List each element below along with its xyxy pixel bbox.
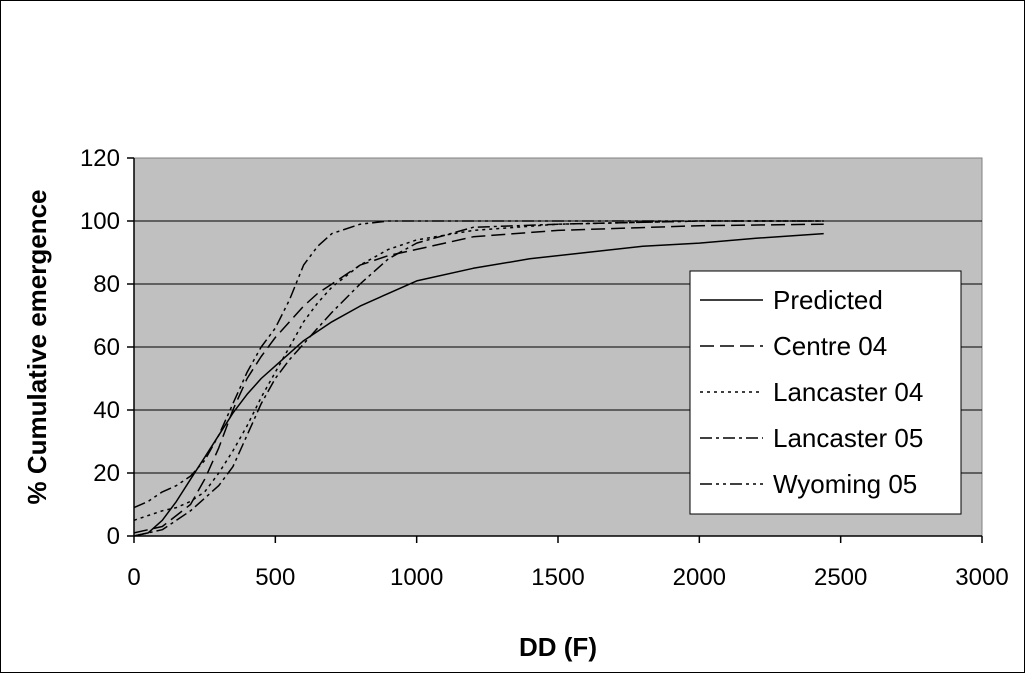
y-tick-label: 80 [93,271,120,298]
x-tick-label: 500 [255,564,295,591]
axes [127,157,983,543]
series-line-wyoming-05 [133,220,824,509]
y-axis-title: % Cumulative emergence [22,189,52,504]
y-tick-labels: 0 20 40 60 80 100 120 [80,145,120,550]
legend-label-predicted: Predicted [773,285,883,315]
y-tick-label: 0 [107,523,120,550]
x-tick-label: 0 [127,564,140,591]
series-line-centre-04 [133,223,824,534]
series-line-lancaster-05 [133,220,824,537]
legend-label-lancaster-04: Lancaster 04 [773,377,923,407]
x-axis-title: DD (F) [519,632,597,662]
legend-label-wyoming-05: Wyoming 05 [773,469,917,499]
legend-label-centre-04: Centre 04 [773,331,887,361]
series-line-predicted [133,232,824,537]
y-tick-label: 60 [93,334,120,361]
y-tick-label: 20 [93,460,120,487]
x-tick-label: 3000 [955,564,1008,591]
legend-entries: Predicted Centre 04 Lancaster 04 Lancaster … [700,285,923,499]
x-tick-label: 1000 [390,564,443,591]
x-tick-label: 2000 [673,564,726,591]
series-line-lancaster-04 [133,220,824,522]
legend: Predicted Centre 04 Lancaster 04 Lancaster … [689,270,962,515]
y-tick-label: 40 [93,397,120,424]
y-tick-label: 100 [80,208,120,235]
x-tick-labels: 0 500 1000 1500 2000 2500 3000 [127,564,1008,591]
series-lines [133,220,824,537]
x-tick-label: 1500 [531,564,584,591]
x-tick-label: 2500 [814,564,867,591]
legend-label-lancaster-05: Lancaster 05 [773,423,923,453]
y-tick-label: 120 [80,145,120,172]
